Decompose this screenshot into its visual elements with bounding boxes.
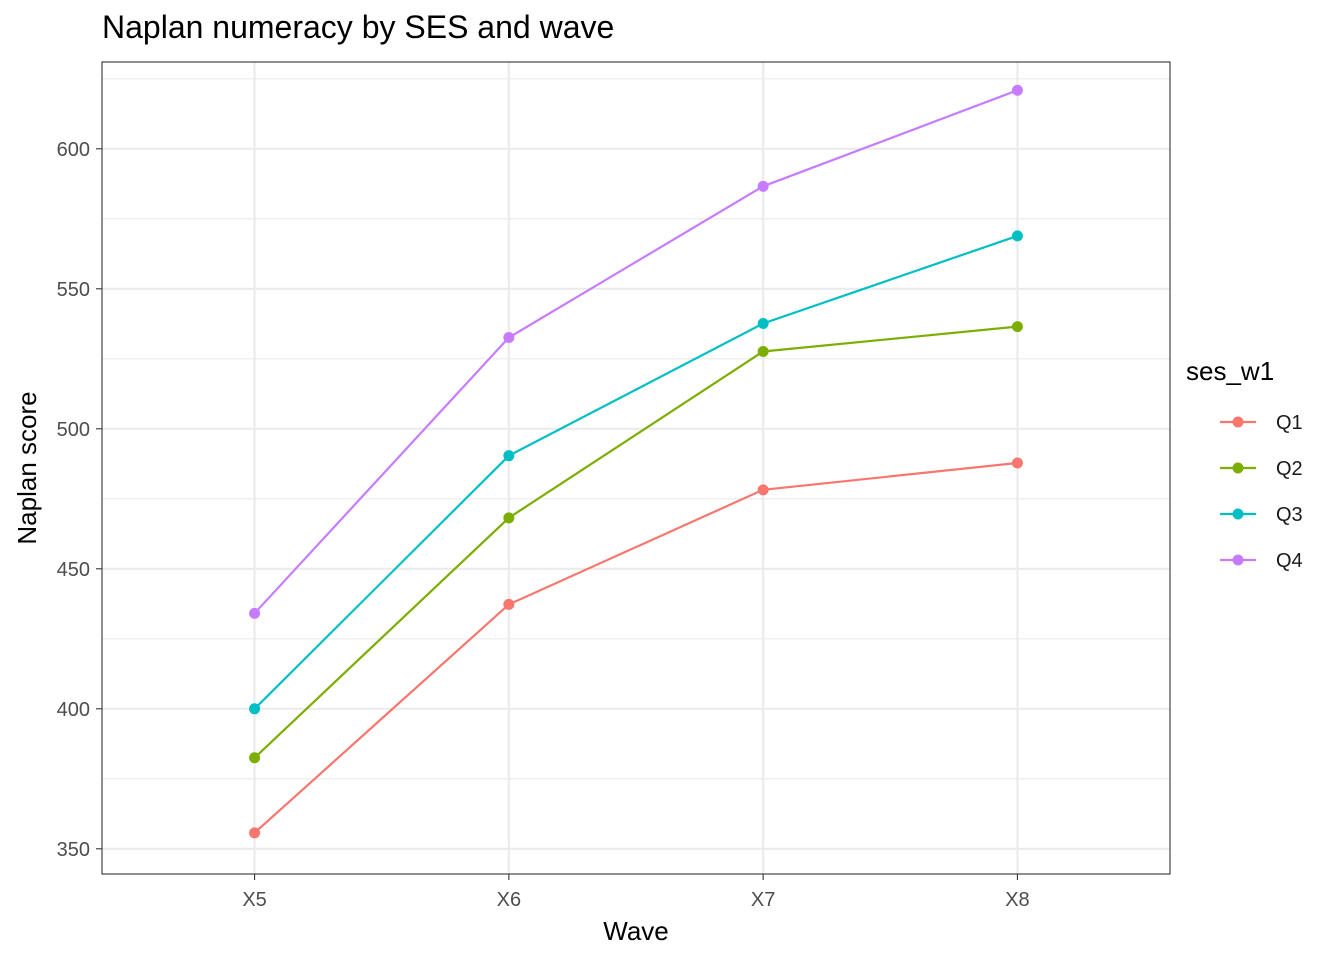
series-lines: [249, 84, 1023, 839]
y-tick-label: 450: [57, 559, 90, 581]
legend-key-point: [1232, 554, 1244, 566]
series-line-q2: [253, 325, 1018, 759]
y-axis-title: Naplan score: [12, 391, 42, 544]
y-tick-label: 400: [57, 699, 90, 721]
x-axis: X5 X6 X7 X8: [242, 874, 1030, 911]
data-point-q2: [503, 512, 515, 524]
legend-key-point: [1232, 416, 1244, 428]
data-point-q3: [503, 450, 515, 462]
data-point-q3: [1011, 230, 1023, 242]
data-point-q1: [757, 484, 769, 496]
data-point-q1: [1011, 457, 1023, 469]
series-line-q1: [253, 461, 1018, 834]
data-point-q1: [249, 827, 261, 839]
x-axis-title: Wave: [603, 916, 669, 946]
data-point-q4: [249, 607, 261, 619]
series-line-q4: [253, 89, 1018, 615]
legend-label: Q4: [1276, 550, 1303, 572]
data-point-q2: [757, 346, 769, 358]
x-tick-label: X8: [1005, 889, 1029, 911]
data-point-q4: [1011, 84, 1023, 96]
y-tick-label: 350: [57, 839, 90, 861]
legend-title: ses_w1: [1186, 356, 1274, 386]
x-tick-label: X7: [751, 889, 775, 911]
data-point-q3: [249, 703, 261, 715]
y-tick-label: 550: [57, 279, 90, 301]
chart-title: Naplan numeracy by SES and wave: [102, 9, 614, 45]
legend-label: Q3: [1276, 504, 1303, 526]
data-point-q2: [1011, 321, 1023, 333]
data-point-q4: [757, 180, 769, 192]
legend: ses_w1 Q1 Q2 Q3 Q4: [1186, 356, 1303, 572]
data-point-q3: [757, 318, 769, 330]
y-axis: 350 400 450 500 550 600: [57, 139, 102, 861]
legend-label: Q2: [1276, 458, 1303, 480]
grid: [102, 62, 1170, 874]
legend-label: Q1: [1276, 412, 1303, 434]
data-point-q2: [249, 752, 261, 764]
data-point-q4: [503, 332, 515, 344]
x-tick-label: X6: [497, 889, 521, 911]
series-line-q3: [253, 234, 1018, 710]
panel-border: [101, 61, 1171, 875]
y-tick-label: 500: [57, 419, 90, 441]
x-tick-label: X5: [242, 889, 266, 911]
y-tick-label: 600: [57, 139, 90, 161]
legend-key-point: [1232, 508, 1244, 520]
data-point-q1: [503, 598, 515, 610]
legend-key-point: [1232, 462, 1244, 474]
